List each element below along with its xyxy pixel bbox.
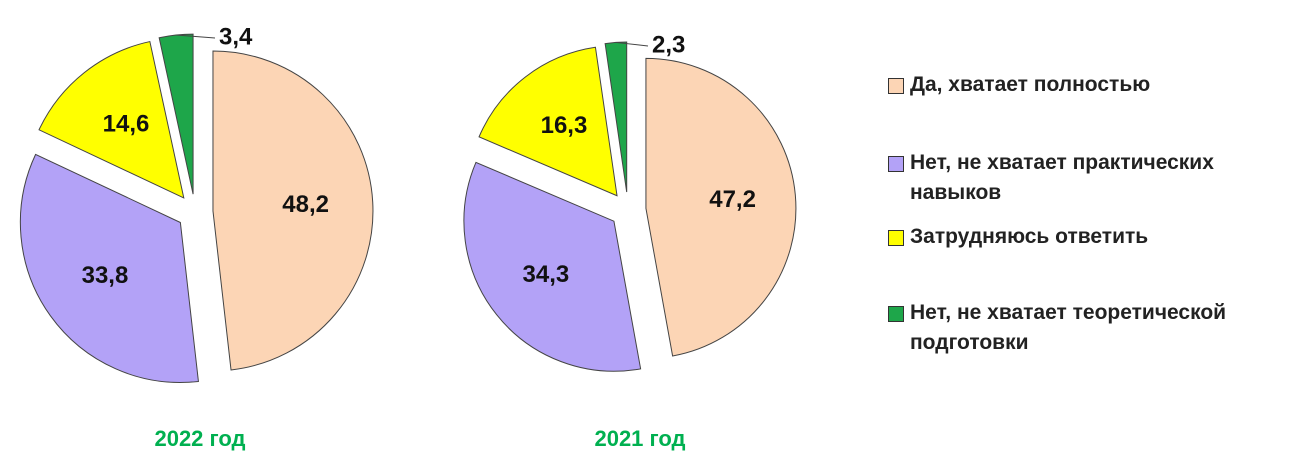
pie-slice	[38, 40, 185, 199]
legend-item: Нет, не хватает практических навыков	[888, 148, 1230, 208]
legend-label: Нет, не хватает теоретической подготовки	[910, 301, 1227, 354]
pie-slice	[645, 57, 797, 357]
data-label: 34,3	[523, 261, 570, 288]
pie-slice	[478, 46, 618, 197]
data-label: 3,4	[219, 23, 253, 50]
chart-title: 2021 год	[594, 426, 685, 451]
data-label: 14,6	[103, 111, 150, 138]
legend-swatch	[888, 230, 904, 246]
legend-swatch	[888, 306, 904, 322]
pie-slice	[212, 50, 374, 371]
pie-slice	[463, 161, 642, 372]
legend-label: Да, хватает полностью	[910, 73, 1151, 96]
chart-title: 2022 год	[154, 426, 245, 451]
pie-slice	[19, 153, 199, 383]
data-label: 2,3	[652, 31, 685, 58]
data-label: 33,8	[82, 262, 129, 289]
legend-label: Затрудняюсь ответить	[910, 225, 1149, 248]
data-label: 16,3	[541, 112, 588, 139]
legend-swatch	[888, 78, 904, 94]
leader-line	[175, 34, 216, 39]
legend-item: Да, хватает полностью	[888, 70, 1230, 100]
data-label: 48,2	[282, 191, 329, 218]
legend-item: Затрудняюсь ответить	[888, 222, 1230, 252]
leader-line	[615, 41, 649, 47]
legend-item: Нет, не хватает теоретической подготовки	[888, 298, 1230, 358]
data-label: 47,2	[709, 186, 756, 213]
legend-label: Нет, не хватает практических навыков	[910, 151, 1214, 204]
legend-swatch	[888, 156, 904, 172]
